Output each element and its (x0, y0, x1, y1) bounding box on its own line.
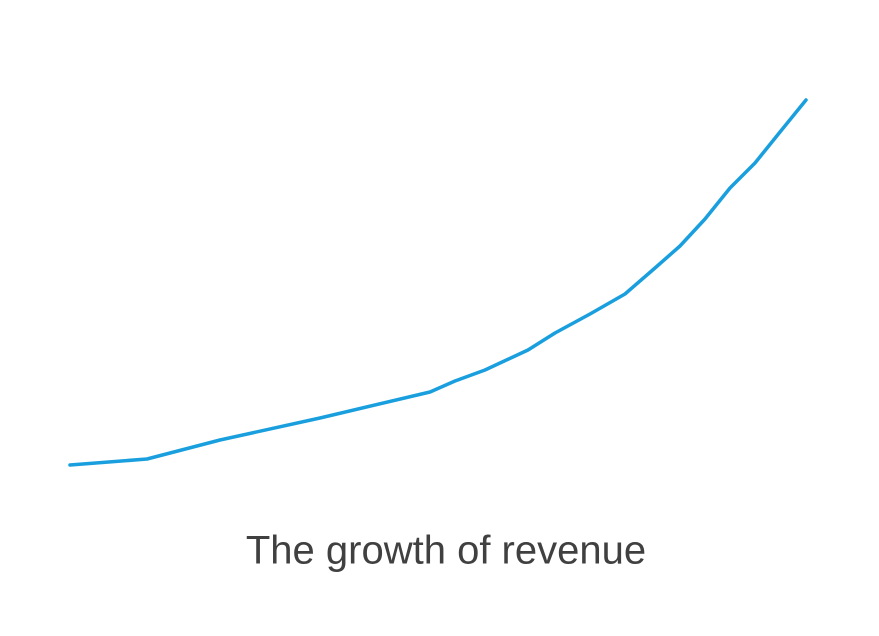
chart-title: The growth of revenue (246, 529, 646, 573)
line-series (68, 98, 808, 467)
